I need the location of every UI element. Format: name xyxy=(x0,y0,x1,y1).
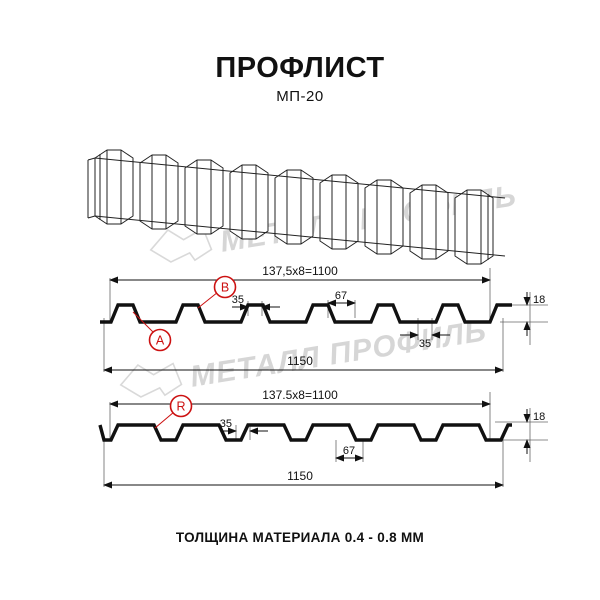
iso-rib xyxy=(409,184,449,260)
dimension-value-overall: 1150 xyxy=(287,354,313,368)
dimension-value-valley: 67 xyxy=(335,290,347,302)
page-title: ПРОФЛИСТ xyxy=(215,52,385,84)
iso-rib xyxy=(139,154,179,230)
iso-rib xyxy=(319,174,359,250)
dimension-value-module: 137.5х8=1100 xyxy=(262,388,338,402)
callout-a: A xyxy=(132,311,172,352)
iso-bottom-edge xyxy=(94,215,506,257)
callout-a-label: A xyxy=(156,334,165,348)
material-thickness-note: ТОЛЩИНА МАТЕРИАЛА 0.4 - 0.8 ММ xyxy=(175,530,425,545)
dimension-module-bottom: 137.5х8=1100 xyxy=(109,388,491,408)
callout-b-label: B xyxy=(221,281,229,295)
dimension-value-module: 137,5х8=1100 xyxy=(262,264,338,278)
dimension-module-top: 137,5х8=1100 xyxy=(109,264,491,284)
dimension-valley-width-bottom: 67 xyxy=(335,440,364,462)
iso-rib xyxy=(274,169,314,245)
dimension-value-overall: 1150 xyxy=(287,469,313,483)
callout-r: R xyxy=(154,394,193,429)
dimension-value-rib-top: 35 xyxy=(220,418,232,430)
dimension-value-rib-top: 35 xyxy=(232,294,244,306)
iso-rib xyxy=(184,159,224,235)
profile-outline-bottom xyxy=(98,423,512,442)
iso-rib xyxy=(94,149,134,225)
dimension-value-height: 18 xyxy=(533,411,545,423)
extension-lines xyxy=(103,392,531,487)
dimension-overall-bottom: 1150 xyxy=(103,469,504,489)
dimension-rib-top-width-bottom: 35 xyxy=(220,418,268,440)
dimension-height-bottom: 18 xyxy=(495,409,548,454)
company-logo-icon xyxy=(149,227,213,263)
callout-a-circle xyxy=(148,328,172,352)
callout-b-circle xyxy=(213,275,237,299)
dimension-value-rib-base: 35 xyxy=(419,338,431,350)
iso-left-end xyxy=(87,157,96,219)
iso-top-edge xyxy=(94,157,506,199)
callout-r-label: R xyxy=(176,400,185,414)
iso-rib xyxy=(454,189,494,265)
profile-outline-top xyxy=(100,303,512,324)
callout-b: B xyxy=(197,275,237,309)
dimension-overall-top: 1150 xyxy=(103,354,504,374)
dimension-value-height: 18 xyxy=(533,294,545,306)
product-model-label: МП-20 xyxy=(276,88,324,105)
callout-r-circle xyxy=(169,394,193,418)
iso-rib xyxy=(229,164,269,240)
dimension-value-valley: 67 xyxy=(343,445,355,457)
dimension-valley-width-top: 67 xyxy=(327,290,356,318)
iso-rib-group xyxy=(94,149,494,265)
